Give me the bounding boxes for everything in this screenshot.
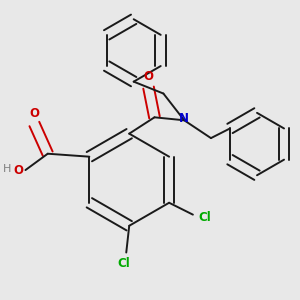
Text: O: O xyxy=(143,70,154,83)
Text: Cl: Cl xyxy=(199,211,211,224)
Text: O: O xyxy=(13,164,23,177)
Text: H: H xyxy=(3,164,11,174)
Text: Cl: Cl xyxy=(117,257,130,270)
Text: O: O xyxy=(29,106,39,119)
Text: N: N xyxy=(179,112,189,125)
